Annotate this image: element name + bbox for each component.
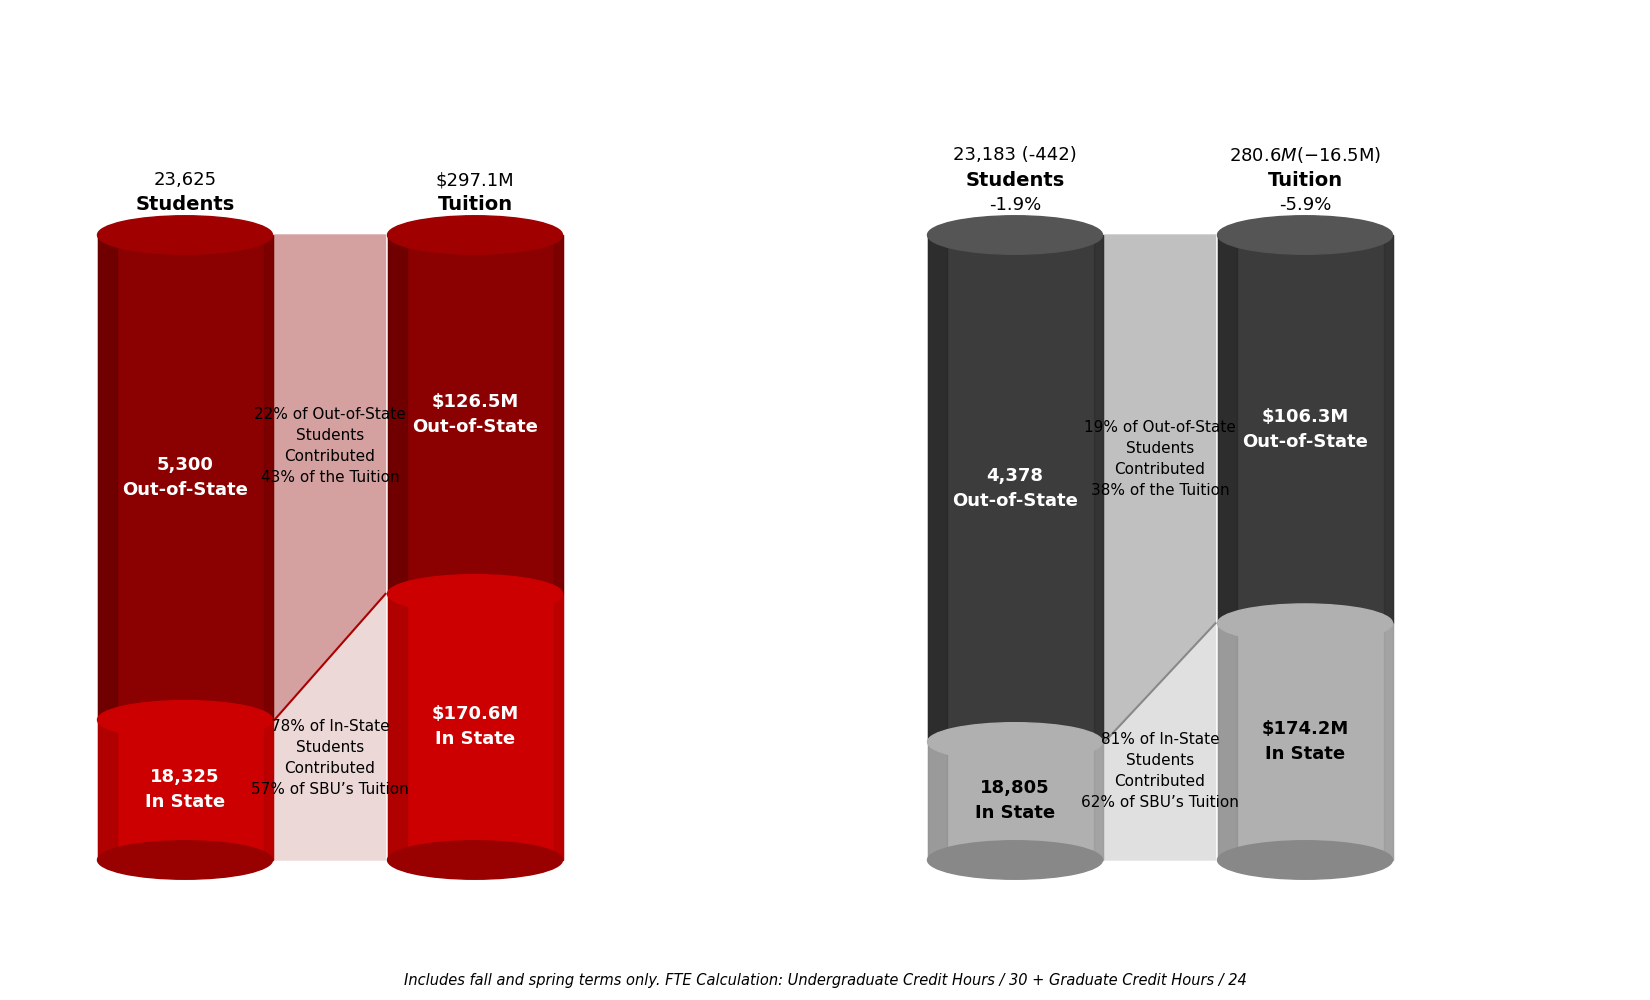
Bar bbox=[388, 235, 408, 594]
Bar bbox=[554, 235, 563, 594]
Text: 18,805
In State: 18,805 In State bbox=[975, 779, 1054, 822]
Bar bbox=[927, 742, 1102, 860]
Text: $106.3M
Out-of-State: $106.3M Out-of-State bbox=[1242, 408, 1368, 451]
Bar bbox=[1384, 623, 1393, 860]
Bar bbox=[97, 235, 117, 720]
Bar bbox=[927, 235, 1102, 742]
Text: 81% of In-State
Students
Contributed
62% of SBU’s Tuition: 81% of In-State Students Contributed 62%… bbox=[1081, 732, 1239, 810]
Polygon shape bbox=[1104, 235, 1216, 742]
Ellipse shape bbox=[1218, 604, 1393, 642]
Ellipse shape bbox=[1218, 841, 1393, 879]
Bar bbox=[388, 594, 408, 860]
Ellipse shape bbox=[388, 841, 563, 879]
Text: 78% of In-State
Students
Contributed
57% of SBU’s Tuition: 78% of In-State Students Contributed 57%… bbox=[251, 719, 409, 797]
Text: -5.9%: -5.9% bbox=[1279, 196, 1332, 214]
Text: 5,300
Out-of-State: 5,300 Out-of-State bbox=[122, 456, 248, 499]
Bar bbox=[1094, 235, 1102, 742]
Bar bbox=[927, 235, 947, 742]
Ellipse shape bbox=[927, 216, 1102, 254]
Ellipse shape bbox=[927, 841, 1102, 879]
Text: Tuition: Tuition bbox=[437, 196, 513, 215]
Bar bbox=[97, 720, 117, 860]
Text: 2019/20 vs. 2020/21 Full-Time Equivalent (FTE) Students & Tuition: 2019/20 vs. 2020/21 Full-Time Equivalent… bbox=[257, 18, 1393, 47]
Bar bbox=[97, 235, 272, 720]
Bar bbox=[1218, 235, 1238, 623]
Polygon shape bbox=[1104, 623, 1216, 860]
Text: $280.6M (-$16.5M): $280.6M (-$16.5M) bbox=[1229, 145, 1381, 165]
Text: 19% of Out-of-State
Students
Contributed
38% of the Tuition: 19% of Out-of-State Students Contributed… bbox=[1084, 420, 1236, 498]
Bar bbox=[264, 235, 272, 720]
Bar bbox=[388, 594, 563, 860]
Ellipse shape bbox=[1218, 216, 1393, 254]
Bar bbox=[927, 742, 947, 860]
Polygon shape bbox=[274, 235, 386, 720]
Text: 18,325
In State: 18,325 In State bbox=[145, 768, 224, 811]
Text: Students: Students bbox=[965, 170, 1064, 190]
Ellipse shape bbox=[97, 701, 272, 739]
Bar bbox=[1218, 623, 1393, 860]
Bar bbox=[264, 720, 272, 860]
Text: 23,625: 23,625 bbox=[153, 171, 216, 189]
Text: $174.2M
In State: $174.2M In State bbox=[1261, 720, 1348, 763]
Text: $170.6M
In State: $170.6M In State bbox=[431, 705, 518, 748]
Bar bbox=[1384, 235, 1393, 623]
Ellipse shape bbox=[927, 723, 1102, 761]
Ellipse shape bbox=[388, 575, 563, 613]
Text: 23,183 (-442): 23,183 (-442) bbox=[954, 146, 1077, 164]
Text: Tuition: Tuition bbox=[1267, 170, 1343, 190]
Bar bbox=[1094, 742, 1102, 860]
Bar bbox=[1218, 623, 1238, 860]
Text: $126.5M
Out-of-State: $126.5M Out-of-State bbox=[412, 393, 538, 436]
Ellipse shape bbox=[97, 216, 272, 254]
Polygon shape bbox=[274, 594, 386, 860]
Ellipse shape bbox=[97, 841, 272, 879]
Text: $297.1M: $297.1M bbox=[436, 171, 515, 189]
Text: 4,378
Out-of-State: 4,378 Out-of-State bbox=[952, 467, 1077, 510]
Bar bbox=[1218, 235, 1393, 623]
Bar bbox=[388, 235, 563, 594]
Ellipse shape bbox=[388, 216, 563, 254]
Text: -1.9%: -1.9% bbox=[988, 196, 1041, 214]
Text: Students: Students bbox=[135, 196, 234, 215]
Bar bbox=[554, 594, 563, 860]
Bar bbox=[97, 720, 272, 860]
Text: 22% of Out-of-State
Students
Contributed
43% of the Tuition: 22% of Out-of-State Students Contributed… bbox=[254, 407, 406, 485]
Text: Includes fall and spring terms only. FTE Calculation: Undergraduate Credit Hours: Includes fall and spring terms only. FTE… bbox=[404, 972, 1246, 988]
